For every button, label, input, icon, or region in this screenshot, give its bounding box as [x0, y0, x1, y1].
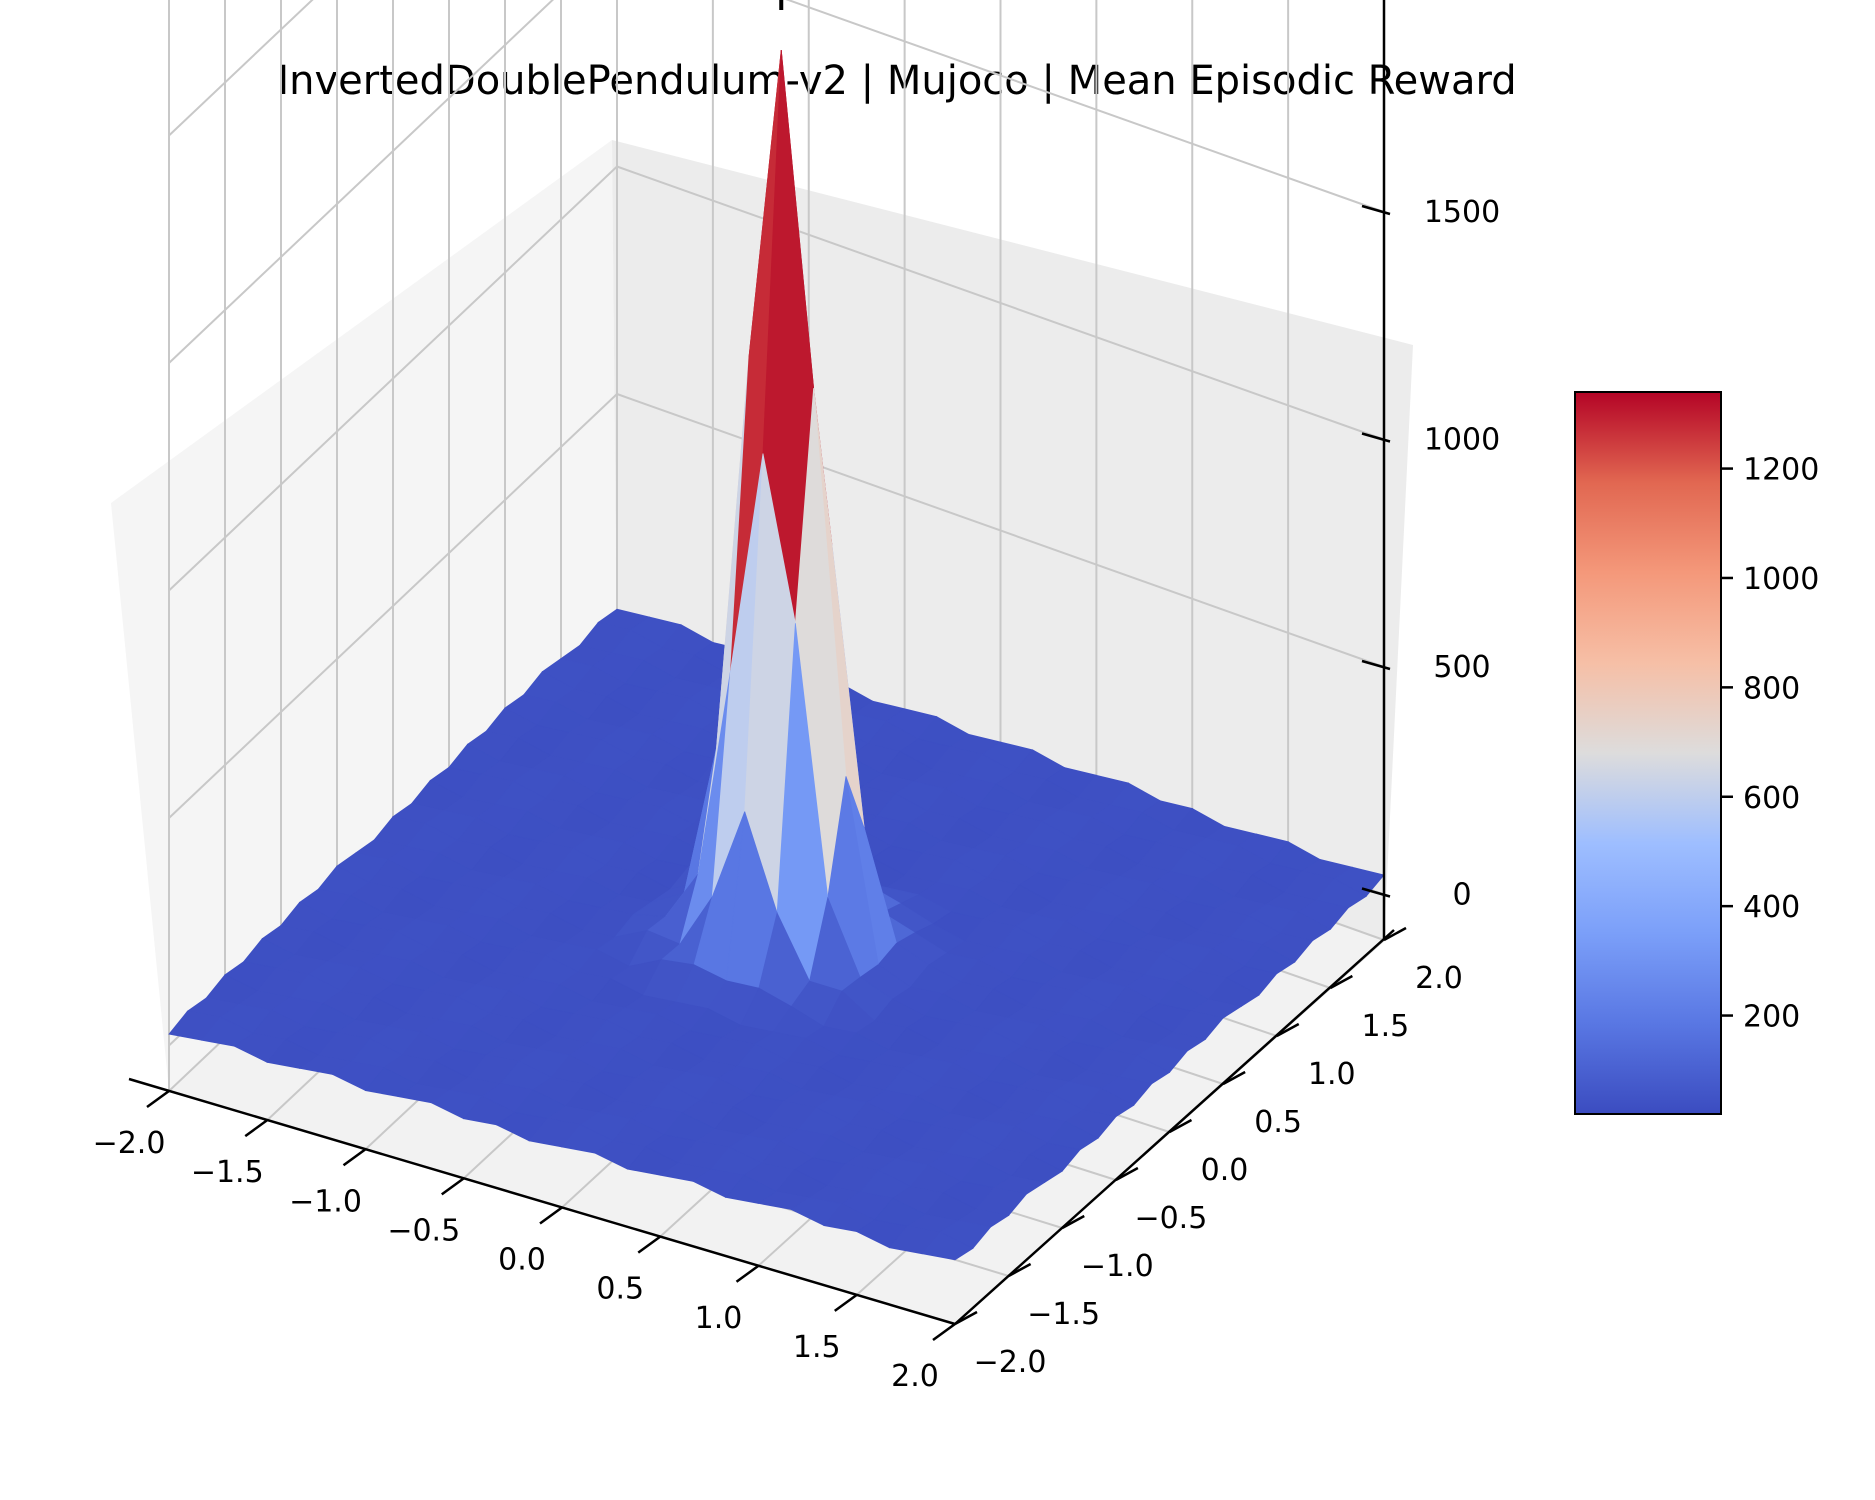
y-tick-mark — [1222, 1070, 1246, 1086]
z-tick-label: 2000 — [1424, 0, 1500, 3]
x-tick-label: −1.0 — [289, 1184, 362, 1219]
reward-surface — [168, 0, 1385, 1261]
x-tick-mark — [735, 1264, 760, 1283]
y-tick-label: 0.0 — [1201, 1153, 1249, 1188]
colorbar-gradient — [1574, 391, 1722, 1115]
z-tick-label: 0 — [1452, 878, 1471, 913]
x-tick-mark — [834, 1293, 858, 1312]
colorbar-tick-label: 1000 — [1743, 562, 1819, 597]
z-axis-ticks: 0 500 1000 1500 2000 — [1361, 0, 1500, 913]
left-pane-grid-line — [168, 0, 314, 137]
y-tick-mark — [1329, 974, 1353, 990]
chart-title: InvertedDoublePendulum-v2 | Mujoco | Mea… — [277, 58, 1516, 104]
x-tick-label: 1.5 — [793, 1330, 841, 1365]
y-tick-mark — [1061, 1214, 1085, 1230]
y-tick-label: −2.0 — [974, 1345, 1047, 1380]
x-tick-mark — [539, 1206, 563, 1225]
x-tick-label: 0.0 — [498, 1243, 546, 1278]
y-tick-mark — [1168, 1118, 1193, 1134]
x-tick-label: −1.5 — [191, 1155, 264, 1190]
z-tick-mark — [1361, 659, 1391, 671]
colorbar-tick-label: 400 — [1743, 890, 1800, 925]
colorbar-tick-label: 800 — [1743, 671, 1800, 706]
x-tick-mark — [637, 1235, 661, 1254]
y-tick-label: −1.0 — [1081, 1249, 1154, 1284]
x-tick-label: −0.5 — [387, 1213, 460, 1248]
y-tick-mark — [1008, 1262, 1032, 1278]
y-tick-label: −1.5 — [1027, 1297, 1100, 1332]
left-pane-grid-line — [168, 393, 618, 819]
left-pane-grid-line — [168, 165, 618, 592]
x-tick-mark — [244, 1119, 268, 1138]
surface-patch — [921, 1231, 974, 1261]
y-tick-label: 1.0 — [1308, 1057, 1356, 1092]
x-tick-mark — [441, 1177, 465, 1196]
y-tick-label: 2.0 — [1415, 961, 1463, 996]
y-tick-mark — [1115, 1166, 1139, 1182]
y-tick-mark — [954, 1310, 978, 1326]
x-tick-label: 1.0 — [695, 1301, 743, 1336]
y-tick-mark — [1383, 926, 1407, 942]
z-tick-label: 1500 — [1424, 195, 1500, 230]
y-tick-label: −0.5 — [1134, 1201, 1207, 1236]
x-tick-mark — [342, 1148, 367, 1167]
right-pane-grid-line — [616, 165, 1385, 441]
z-tick-label: 1000 — [1424, 423, 1500, 458]
y-tick-label: 0.5 — [1254, 1105, 1302, 1140]
z-tick-label: 500 — [1433, 650, 1490, 685]
colorbar-ticks: 200 400 600 800 1000 1200 — [1721, 453, 1819, 1035]
left-pane-grid-line — [168, 0, 555, 364]
z-tick-mark — [1361, 204, 1391, 216]
right-pane-grid-line — [785, 0, 1385, 213]
colorbar-tick-label: 200 — [1743, 1000, 1800, 1035]
back-pane-right — [612, 140, 1413, 940]
back-pane-left — [111, 140, 617, 1091]
z-tick-mark — [1361, 432, 1391, 443]
z-tick-mark — [1361, 887, 1391, 898]
x-tick-label: 2.0 — [891, 1359, 939, 1394]
colorbar-tick-label: 1200 — [1743, 453, 1819, 488]
x-tick-label: 0.5 — [596, 1272, 644, 1307]
x-tick-mark — [932, 1322, 956, 1342]
y-axis-line — [954, 929, 1395, 1325]
x-tick-mark — [146, 1089, 170, 1109]
y-tick-mark — [1276, 1022, 1300, 1038]
x-axis-ticks: −2.0 −1.5 −1.0 −0.5 0.0 0.5 1.0 1.5 2.0 — [93, 1089, 956, 1394]
y-axis-ticks: −2.0 −1.5 −1.0 −0.5 0.00.51.01.52.0 — [954, 926, 1463, 1380]
x-tick-label: −2.0 — [93, 1126, 166, 1161]
colorbar-tick-label: 600 — [1743, 781, 1800, 816]
colorbar: 200 400 600 800 1000 1200 — [1574, 391, 1819, 1115]
y-tick-label: 1.5 — [1362, 1009, 1410, 1044]
